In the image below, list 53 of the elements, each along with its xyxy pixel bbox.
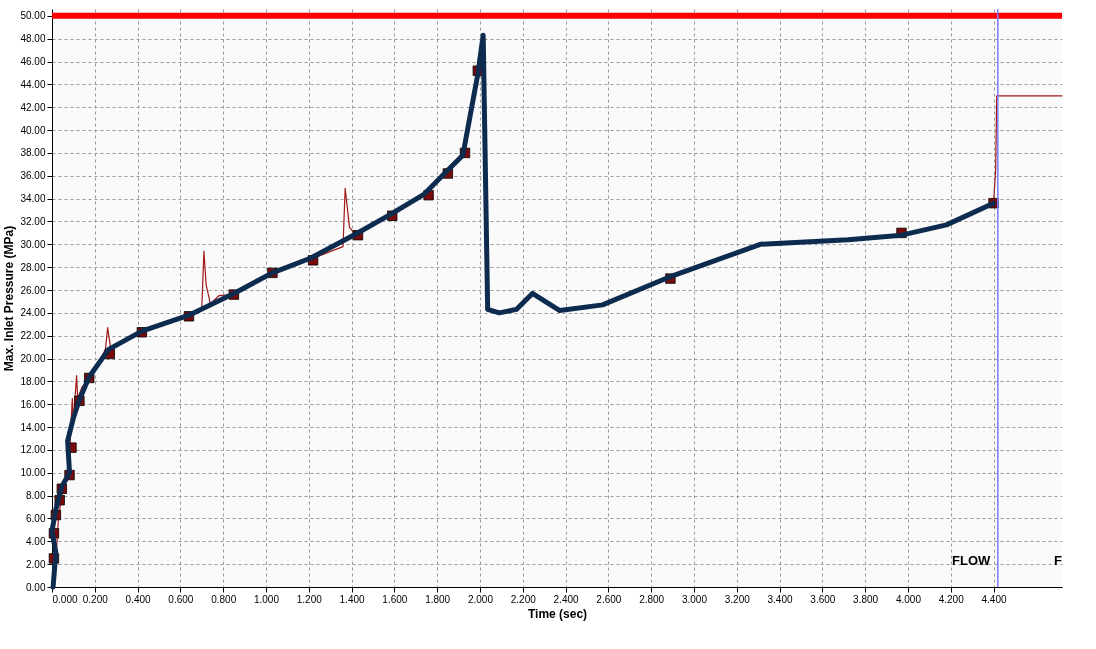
x-tick-label: 4.000 bbox=[895, 593, 922, 605]
y-tick-label: 8.00 bbox=[26, 490, 46, 502]
x-tick-label: 2.400 bbox=[553, 593, 580, 605]
x-tick-label: 1.600 bbox=[382, 593, 408, 605]
x-tick-label: 2.200 bbox=[510, 593, 537, 605]
x-tick-label: 1.400 bbox=[339, 593, 366, 605]
y-tick-label: 2.00 bbox=[26, 558, 46, 570]
y-tick-label: 20.00 bbox=[20, 353, 46, 365]
x-axis-title: Time (sec) bbox=[527, 606, 588, 621]
y-tick-label: 6.00 bbox=[26, 512, 46, 524]
y-tick-label: 40.00 bbox=[20, 124, 46, 136]
annotation: FLOW bbox=[952, 553, 991, 568]
y-tick-label: 10.00 bbox=[20, 467, 46, 479]
x-tick-label: 0.800 bbox=[211, 593, 237, 605]
y-tick-label: 26.00 bbox=[20, 284, 46, 296]
y-tick-label: 50.00 bbox=[20, 10, 46, 22]
x-tick-label: 3.200 bbox=[724, 593, 751, 605]
x-tick-label: 2.800 bbox=[639, 593, 665, 605]
y-tick-label: 34.00 bbox=[20, 193, 46, 205]
x-tick-label: 3.400 bbox=[767, 593, 793, 605]
y-tick-label: 38.00 bbox=[20, 147, 46, 159]
x-tick-label: 0.200 bbox=[82, 593, 109, 605]
x-tick-label: 2.000 bbox=[467, 593, 494, 605]
x-tick-label: 3.000 bbox=[681, 593, 708, 605]
y-tick-label: 4.00 bbox=[26, 535, 46, 547]
x-tick-label: 0.400 bbox=[125, 593, 152, 605]
y-tick-label: 42.00 bbox=[20, 101, 46, 113]
y-tick-label: 32.00 bbox=[20, 215, 46, 227]
x-tick-label: 3.600 bbox=[810, 593, 836, 605]
y-tick-label: 12.00 bbox=[20, 444, 46, 456]
y-tick-label: 48.00 bbox=[20, 33, 46, 45]
y-tick-label: 44.00 bbox=[20, 78, 46, 90]
y-tick-label: 30.00 bbox=[20, 238, 46, 250]
y-tick-label: 22.00 bbox=[20, 330, 46, 342]
y-tick-label: 18.00 bbox=[20, 375, 46, 387]
x-tick-label: 2.600 bbox=[596, 593, 622, 605]
annotation: F bbox=[1054, 553, 1062, 568]
x-tick-label: 3.800 bbox=[853, 593, 879, 605]
x-tick-label: 1.200 bbox=[296, 593, 323, 605]
y-tick-label: 36.00 bbox=[20, 170, 46, 182]
y-tick-label: 46.00 bbox=[20, 56, 46, 68]
y-tick-label: 28.00 bbox=[20, 261, 46, 273]
x-tick-label: 4.400 bbox=[981, 593, 1007, 605]
y-tick-label: 14.00 bbox=[20, 421, 46, 433]
y-axis-title: Max. Inlet Pressure (MPa) bbox=[2, 225, 17, 372]
x-tick-label: 1.800 bbox=[425, 593, 451, 605]
y-tick-label: 16.00 bbox=[20, 398, 46, 410]
y-tick-label: 0.00 bbox=[26, 581, 46, 593]
x-tick-label: 0.600 bbox=[168, 593, 194, 605]
y-tick-label: 24.00 bbox=[20, 307, 46, 319]
x-tick-label: 0.000 bbox=[52, 593, 78, 605]
x-tick-label: 4.200 bbox=[938, 593, 965, 605]
x-tick-label: 1.000 bbox=[253, 593, 280, 605]
